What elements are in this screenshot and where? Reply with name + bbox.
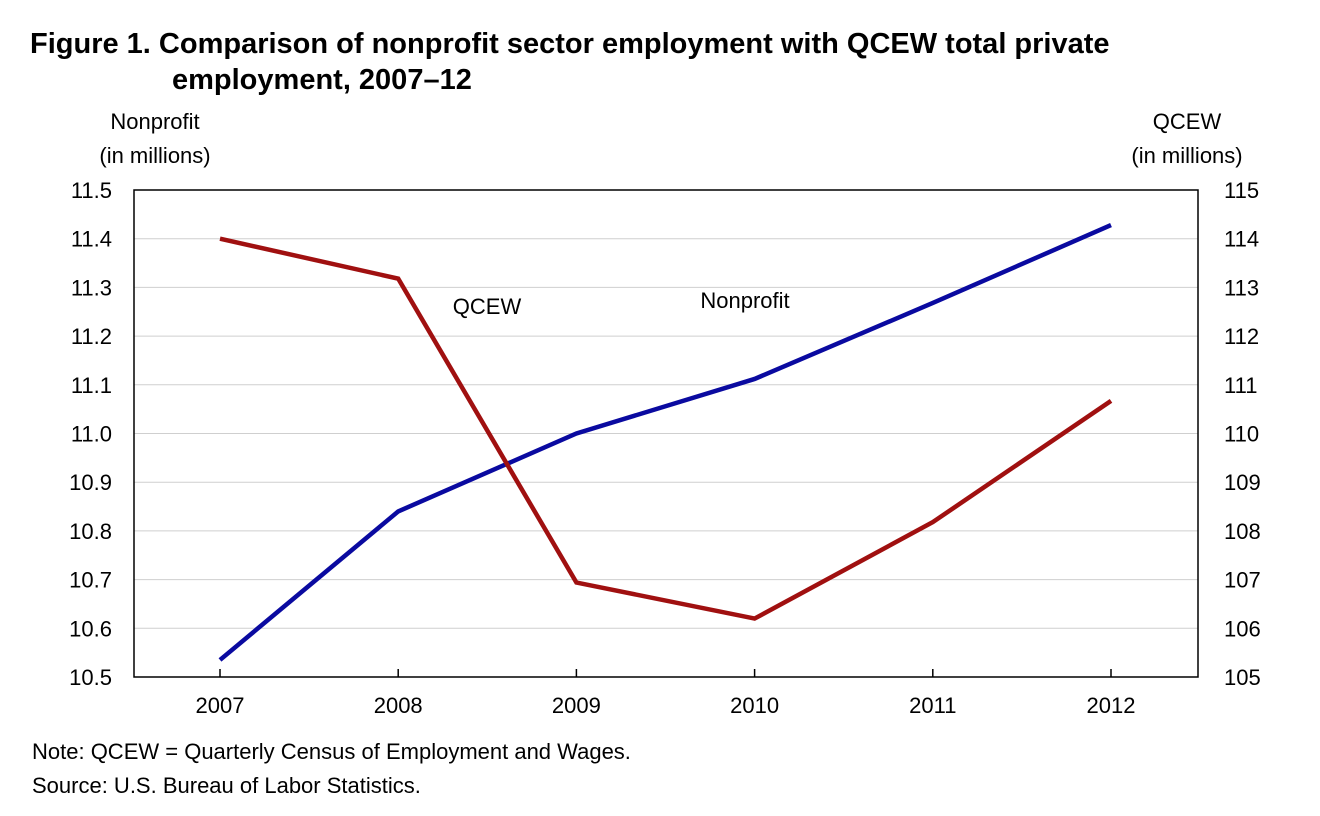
left-tick-label: 10.6 xyxy=(69,616,112,641)
left-tick-label: 10.7 xyxy=(69,568,112,593)
series-line-qcew xyxy=(219,236,1113,621)
x-tick-label: 2011 xyxy=(909,693,956,718)
left-tick-label: 11.5 xyxy=(71,178,112,203)
left-tick-label: 10.9 xyxy=(69,470,112,495)
gridlines xyxy=(134,238,1198,629)
chart-notes: Note: QCEW = Quarterly Census of Employm… xyxy=(32,735,631,803)
left-axis-label-line2: (in millions) xyxy=(99,143,210,168)
chart-title-line1: Figure 1. Comparison of nonprofit sector… xyxy=(30,28,1110,60)
left-tick-label: 11.0 xyxy=(71,422,112,447)
left-tick-label: 11.2 xyxy=(71,324,112,349)
x-tick-label: 2010 xyxy=(730,693,779,718)
right-tick-label: 107 xyxy=(1224,568,1261,593)
plot-frame xyxy=(133,189,1199,678)
chart-title-line2: employment, 2007–12 xyxy=(172,64,472,96)
x-axis-ticks: 2007 2008 2009 2010 2011 2012 xyxy=(196,669,1136,718)
x-tick-label: 2012 xyxy=(1087,693,1136,718)
left-tick-label: 11.4 xyxy=(71,227,112,252)
source-text: Source: U.S. Bureau of Labor Statistics. xyxy=(32,773,421,798)
right-tick-label: 108 xyxy=(1224,519,1261,544)
series-line-nonprofit xyxy=(218,223,1112,662)
right-tick-label: 106 xyxy=(1224,616,1261,641)
left-tick-label: 11.1 xyxy=(71,373,112,398)
x-tick-label: 2007 xyxy=(196,693,245,718)
note-text: Note: QCEW = Quarterly Census of Employm… xyxy=(32,739,631,764)
right-tick-label: 114 xyxy=(1224,227,1259,252)
chart-title: Figure 1. Comparison of nonprofit sector… xyxy=(30,26,1290,98)
right-tick-label: 111 xyxy=(1224,373,1257,398)
x-tick-label: 2009 xyxy=(552,693,601,718)
left-tick-label: 10.5 xyxy=(69,665,112,690)
right-tick-label: 112 xyxy=(1224,324,1259,349)
x-tick-label: 2008 xyxy=(374,693,423,718)
series-lines xyxy=(218,223,1113,662)
series-label-qcew: QCEW xyxy=(453,294,522,319)
right-axis-ticks: 105 106 107 108 109 110 111 112 113 114 115 xyxy=(1224,178,1261,690)
left-axis-label-line1: Nonprofit xyxy=(110,109,199,134)
right-tick-label: 113 xyxy=(1224,275,1259,300)
right-tick-label: 110 xyxy=(1224,422,1259,447)
right-tick-label: 109 xyxy=(1224,470,1261,495)
right-tick-label: 105 xyxy=(1224,665,1261,690)
right-tick-label: 115 xyxy=(1224,178,1259,203)
right-axis-label-line2: (in millions) xyxy=(1131,143,1242,168)
left-axis-ticks: 10.5 10.6 10.7 10.8 10.9 11.0 11.1 11.2 11.3 11.4… xyxy=(69,178,112,690)
right-axis-label-line1: QCEW xyxy=(1153,109,1222,134)
left-tick-label: 11.3 xyxy=(71,275,112,300)
series-label-nonprofit: Nonprofit xyxy=(700,288,789,313)
left-tick-label: 10.8 xyxy=(69,519,112,544)
